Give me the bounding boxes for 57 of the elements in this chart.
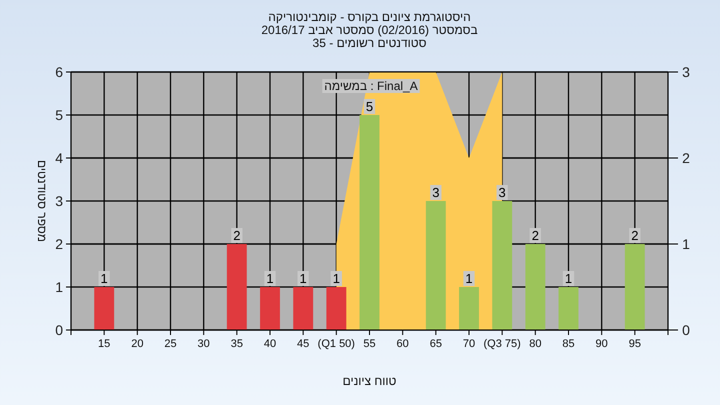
x-tick-label: (Q1 50) xyxy=(318,338,355,350)
x-tick-label: 45 xyxy=(297,338,310,350)
data-label: 1 xyxy=(465,271,473,286)
bar xyxy=(459,287,479,330)
data-label: 1 xyxy=(266,271,274,286)
y-axis-title: מספר סטודנטים xyxy=(35,160,49,242)
x-axis-title: טווח ציונים xyxy=(342,374,397,388)
x-tick-label: 55 xyxy=(363,338,376,350)
x-tick-label: 80 xyxy=(529,338,542,350)
x-tick-label: 90 xyxy=(596,338,608,350)
y-tick-label: 0 xyxy=(55,322,64,338)
data-label: 1 xyxy=(300,271,307,286)
data-label: 2 xyxy=(631,228,638,243)
y-tick-label: 6 xyxy=(55,64,64,80)
data-label: 2 xyxy=(233,228,240,243)
x-tick-label: (Q3 75) xyxy=(484,338,521,350)
y-tick-label: 3 xyxy=(55,193,64,209)
y2-tick-label: 1 xyxy=(682,236,690,252)
x-tick-label: 40 xyxy=(264,338,276,350)
chart-subtitle: בסמסטר (02/2016) סמסטר אביב 2016/17 סטודנטים רשומים - 35 xyxy=(261,23,478,50)
annotation: במשימה : Final_A xyxy=(324,79,418,93)
data-label: 3 xyxy=(498,185,506,200)
bar xyxy=(293,287,314,330)
y-tick-label: 5 xyxy=(55,107,64,123)
y2-tick-label: 0 xyxy=(682,322,690,338)
x-tick-label: 70 xyxy=(462,338,476,350)
y-tick-label: 2 xyxy=(55,236,64,252)
bar xyxy=(360,115,380,330)
x-tick-label: 15 xyxy=(98,338,110,350)
x-tick-label: 95 xyxy=(628,338,641,350)
x-tick-label: 30 xyxy=(198,338,210,350)
data-label: 1 xyxy=(100,271,108,286)
y-tick-label: 1 xyxy=(55,279,64,295)
x-tick-label: 25 xyxy=(164,338,177,350)
bar xyxy=(624,244,645,330)
x-tick-label: 20 xyxy=(131,338,144,350)
bar xyxy=(558,287,578,330)
bar xyxy=(525,244,546,330)
y-tick-label: 4 xyxy=(55,150,64,166)
bar xyxy=(426,201,446,330)
chart-title: היסטוגרמת ציונים בקורס - קומבינטוריקה xyxy=(268,10,471,24)
y2-tick-label: 2 xyxy=(682,150,690,166)
y2-tick-label: 3 xyxy=(682,64,690,80)
data-label: 5 xyxy=(366,99,374,114)
data-label: 3 xyxy=(432,185,440,200)
bar xyxy=(492,201,512,330)
x-tick-label: 60 xyxy=(396,338,409,350)
bar xyxy=(326,287,346,330)
x-tick-label: 65 xyxy=(430,338,442,350)
x-tick-label: 35 xyxy=(230,338,243,350)
x-tick-label: 85 xyxy=(562,338,575,350)
bar xyxy=(226,244,247,330)
bar xyxy=(94,287,114,330)
data-label: 2 xyxy=(532,228,539,243)
data-label: 1 xyxy=(332,271,340,286)
data-label: 1 xyxy=(564,271,572,286)
bar xyxy=(260,287,280,330)
